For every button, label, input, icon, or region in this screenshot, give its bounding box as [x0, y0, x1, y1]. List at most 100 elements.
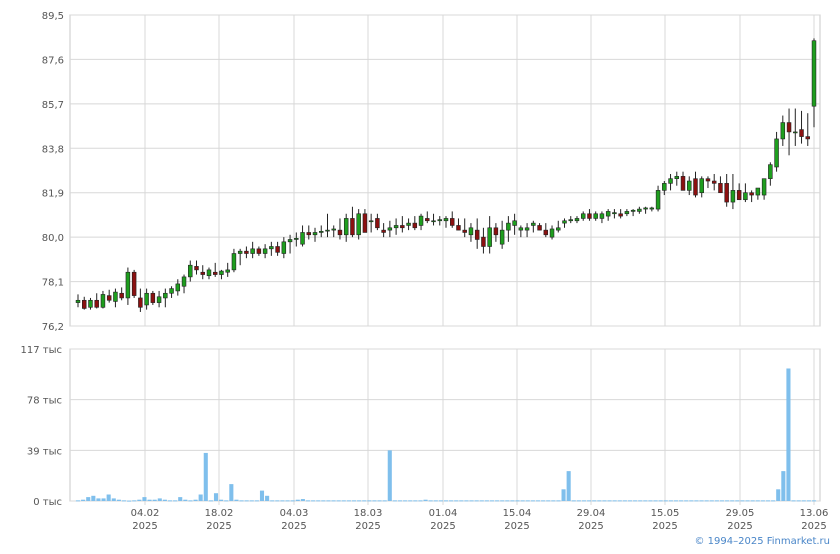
candle-up	[406, 222, 411, 226]
volume-bar	[719, 500, 725, 502]
volume-bar	[183, 499, 188, 501]
candle-up	[612, 212, 617, 215]
volume-bar	[791, 500, 796, 502]
volume-bar	[326, 500, 331, 502]
x-tick-label-year: 2025	[652, 521, 677, 532]
candle-down	[456, 225, 461, 231]
volume-bar	[397, 500, 403, 502]
candle-down	[680, 176, 686, 191]
copyright-link[interactable]: © 1994–2025 Finmarket.ru	[694, 536, 830, 547]
candle-up	[593, 213, 598, 219]
volume-bar	[167, 500, 173, 502]
volume-bar	[341, 500, 346, 502]
candle-up	[761, 178, 767, 196]
volume-bar	[357, 500, 362, 502]
volume-bar	[91, 495, 96, 501]
candle-up	[163, 292, 168, 299]
candle-up	[643, 207, 648, 210]
volume-bar	[193, 499, 198, 501]
volume-bar	[121, 500, 127, 502]
x-tick-label-date: 18.02	[205, 508, 234, 519]
volume-bar	[244, 500, 249, 502]
candle-down	[337, 229, 343, 236]
candle-up	[188, 264, 193, 278]
candle-up	[624, 211, 630, 215]
candle-up	[674, 176, 680, 179]
volume-bar	[755, 500, 760, 502]
volume-grid	[69, 348, 821, 505]
volume-bar	[259, 490, 265, 501]
volume-bar	[423, 499, 428, 501]
volume-bar	[602, 500, 607, 502]
volume-bar	[725, 500, 730, 502]
volume-bar	[116, 499, 121, 501]
volume-bar	[198, 494, 203, 501]
volume-bar	[709, 500, 714, 502]
candle-up	[599, 213, 605, 219]
candle-up	[649, 207, 655, 210]
volume-bar	[530, 500, 535, 502]
volume-bar	[249, 500, 254, 502]
volume-bar	[581, 500, 587, 502]
volume-bar	[510, 500, 515, 502]
volume-bar	[566, 471, 571, 501]
candle-up	[568, 219, 573, 222]
volume-bar	[735, 500, 740, 502]
volume-bar	[576, 500, 581, 502]
candle-down	[400, 225, 405, 229]
volume-bar	[362, 500, 367, 502]
volume-bar	[469, 500, 474, 502]
volume-bar	[290, 500, 295, 502]
price-y-tick-label: 85,7	[42, 100, 64, 111]
candle-down	[711, 180, 717, 184]
volume-bar	[479, 500, 484, 502]
candle-down	[350, 218, 355, 236]
candle-down	[381, 229, 386, 233]
volume-bar	[561, 489, 566, 501]
candle-up	[250, 248, 255, 254]
candle-up	[356, 213, 361, 236]
volume-bar	[459, 500, 464, 502]
candle-down	[138, 297, 143, 308]
x-tick-label-year: 2025	[355, 521, 380, 532]
volume-bar	[607, 500, 612, 502]
volume-bar	[551, 500, 556, 502]
candle-up	[556, 227, 561, 231]
volume-panel-frame	[69, 348, 821, 502]
volume-bar	[750, 500, 755, 502]
volume-bar	[203, 452, 208, 501]
candle-up	[443, 218, 449, 222]
price-y-tick-label: 87,6	[42, 55, 64, 66]
volume-bar	[392, 500, 397, 502]
candle-down	[106, 295, 112, 301]
candle-down	[718, 183, 723, 194]
volume-bar	[387, 450, 392, 501]
volume-bar	[771, 500, 776, 502]
volume-y-tick-label: 0 тыс	[33, 497, 62, 508]
candle-up	[312, 232, 318, 236]
candle-up	[88, 299, 93, 308]
candle-up	[175, 283, 181, 292]
volume-bar	[270, 500, 275, 502]
x-tick-label-date: 04.03	[280, 508, 309, 519]
volume-bar	[520, 500, 525, 502]
candle-down	[194, 266, 199, 271]
price-y-tick-label: 81,9	[42, 189, 64, 200]
volume-y-tick-label: 39 тыс	[27, 446, 62, 457]
volume-bar	[403, 500, 408, 502]
volume-bar	[525, 500, 530, 502]
candle-up	[294, 238, 299, 240]
volume-bar	[786, 368, 791, 501]
volume-bar	[111, 498, 116, 501]
volume-bar	[75, 500, 81, 502]
volume-bar	[638, 500, 643, 502]
candle-down	[474, 229, 480, 240]
volume-bar	[152, 499, 157, 501]
volume-bar	[627, 500, 633, 502]
candle-up	[387, 227, 393, 231]
candle-down	[587, 213, 592, 219]
candle-up	[768, 164, 773, 179]
volume-bar	[801, 500, 806, 502]
